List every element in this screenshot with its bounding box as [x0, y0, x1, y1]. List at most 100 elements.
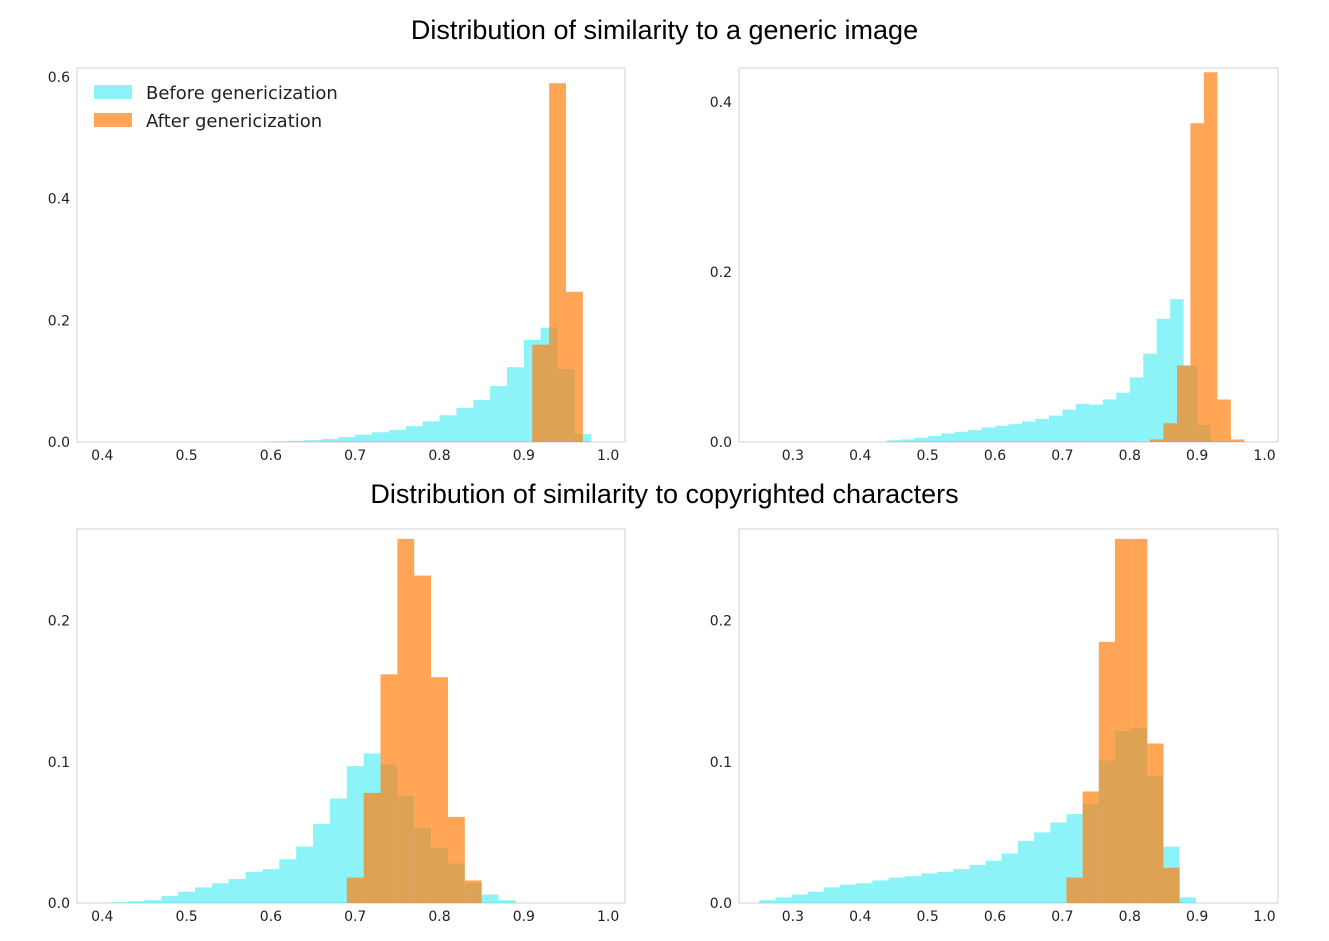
x-tick-label: 1.0	[597, 909, 619, 925]
histogram-bar-after	[363, 792, 381, 903]
x-tick-label: 0.6	[984, 448, 1006, 464]
histogram-bar-before	[388, 429, 406, 442]
x-tick-label: 0.7	[344, 909, 366, 925]
histogram-bar-after	[414, 575, 432, 903]
histogram-bar-before	[985, 860, 1002, 903]
histogram-bar-after	[1131, 538, 1148, 903]
histogram-bar-before	[338, 437, 356, 442]
y-tick-label: 0.1	[48, 755, 70, 771]
histogram-bar-before	[1034, 832, 1051, 903]
histogram-bar-before	[920, 873, 938, 903]
histogram-bar-after	[1066, 877, 1083, 903]
histogram-bar-after	[397, 538, 415, 903]
legend-label-after: After genericization	[146, 111, 322, 132]
histogram-bar-after	[1098, 641, 1115, 903]
histogram-bar-before	[498, 900, 516, 903]
histogram-bar-before	[823, 887, 841, 903]
histogram-bar-before	[144, 900, 162, 903]
y-tick-label: 0.0	[710, 435, 732, 451]
histogram-bar-after	[1230, 439, 1245, 442]
histogram-bar-before	[279, 859, 297, 903]
histogram-bar-after	[380, 674, 398, 903]
histogram-bar-before	[995, 425, 1009, 442]
histogram-bar-before	[1001, 853, 1018, 903]
histogram-bar-before	[927, 436, 942, 442]
plot-frame	[738, 528, 1279, 904]
histogram-panel-top-left: 0.4 0.5 0.6 0.7 0.8 0.9 1.0 0.0 0.2 0.4 0.6 Before …	[48, 67, 626, 464]
x-tick-label: 0.6	[260, 909, 282, 925]
histogram-bar-after	[1163, 867, 1180, 903]
histogram-bar-before	[1017, 840, 1035, 903]
y-tick-label: 0.0	[48, 896, 70, 912]
x-tick-label: 0.7	[1051, 909, 1073, 925]
histogram-bar-before	[840, 884, 857, 903]
x-tick-label: 0.8	[428, 448, 450, 464]
histogram-bar-before	[1008, 424, 1022, 442]
histogram-bar-before	[110, 902, 128, 903]
histogram-bar-before	[1116, 392, 1130, 442]
x-tick-label: 0.6	[260, 448, 282, 464]
x-tick-label: 0.9	[513, 909, 535, 925]
histogram-bar-before	[807, 891, 824, 903]
y-tick-label: 0.0	[48, 435, 70, 451]
histogram-bar-before	[1075, 403, 1090, 442]
plot-frame	[76, 528, 626, 904]
y-tick-label: 0.6	[48, 70, 70, 86]
y-tick-label: 0.0	[710, 896, 732, 912]
histogram-bar-before	[321, 438, 339, 442]
x-tick-label: 0.5	[175, 448, 197, 464]
histogram-bar-before	[270, 441, 288, 442]
histogram-bar-after	[1176, 365, 1191, 442]
histogram-bar-before	[1089, 404, 1103, 442]
histogram-bar-before	[287, 440, 305, 442]
histogram-bar-after	[431, 677, 448, 903]
x-tick-label: 0.4	[91, 909, 113, 925]
x-tick-label: 0.9	[513, 448, 535, 464]
histogram-bar-after	[447, 816, 465, 903]
histogram-bar-before	[1048, 415, 1063, 442]
histogram-bar-before	[856, 883, 873, 903]
histogram-bar-before	[473, 400, 491, 442]
histogram-bar-before	[775, 897, 792, 903]
x-tick-label: 0.6	[984, 909, 1006, 925]
x-tick-label: 1.0	[1253, 909, 1275, 925]
histogram-bar-before	[1102, 399, 1117, 442]
x-tick-label: 0.7	[344, 448, 366, 464]
histogram-bar-before	[506, 367, 524, 442]
histogram-bar-after	[1114, 538, 1132, 903]
x-tick-label: 0.8	[1119, 448, 1141, 464]
x-tick-label: 0.4	[849, 448, 871, 464]
histogram-bar-before	[127, 901, 145, 903]
histogram-bar-after	[549, 83, 566, 443]
legend: Before genericization After genericizatio…	[94, 83, 338, 132]
histogram-bar-before	[262, 869, 280, 903]
histogram-bar-after	[1163, 423, 1177, 442]
y-tick-label: 0.2	[710, 265, 732, 281]
x-tick-label: 0.3	[782, 448, 804, 464]
histogram-bar-before	[1156, 318, 1171, 442]
histogram-bar-before	[1143, 353, 1157, 442]
histogram-bar-before	[1021, 421, 1036, 442]
histogram-panel-top-right: 0.3 0.4 0.5 0.6 0.7 0.8 0.9 1.0 0.0 0.2 0.4	[710, 67, 1279, 464]
histogram-bar-after	[464, 880, 482, 903]
y-tick-label: 0.4	[710, 95, 732, 111]
histogram-bar-before	[372, 432, 389, 442]
histogram-bar-before	[422, 421, 440, 442]
histogram-bar-before	[1129, 377, 1144, 442]
histogram-bar-before	[355, 434, 373, 442]
x-tick-label: 1.0	[597, 448, 619, 464]
legend-label-before: Before genericization	[146, 83, 338, 104]
histogram-bar-before	[490, 386, 507, 442]
histogram-bar-before	[759, 900, 776, 903]
histogram-bar-after	[532, 344, 550, 442]
legend-swatch-after	[94, 113, 132, 127]
x-tick-label: 0.3	[782, 909, 804, 925]
x-tick-label: 0.9	[1186, 448, 1208, 464]
section-title-copyrighted: Distribution of similarity to copyrighte…	[370, 479, 959, 509]
histogram-bar-before	[195, 887, 212, 903]
histogram-bar-before	[211, 883, 229, 903]
histogram-bar-after	[1082, 791, 1099, 903]
histogram-bar-before	[900, 439, 915, 442]
histogram-bar-before	[574, 434, 592, 442]
